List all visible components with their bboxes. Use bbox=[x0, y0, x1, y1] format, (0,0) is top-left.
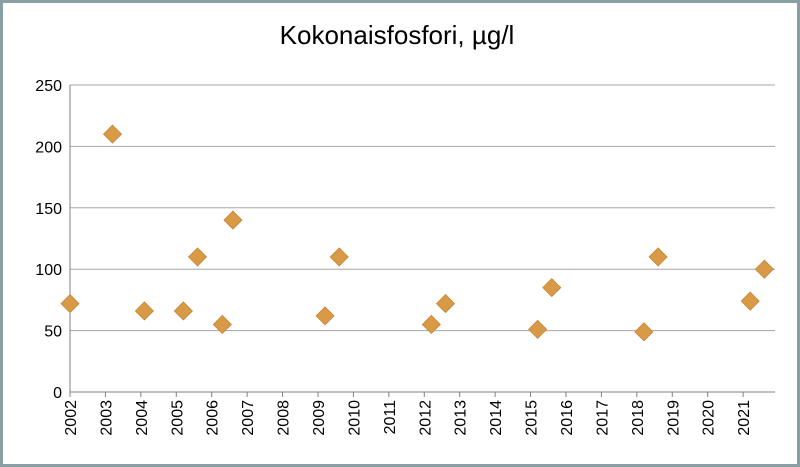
x-tick-label: 2014 bbox=[488, 400, 505, 436]
y-tick-label: 250 bbox=[35, 78, 62, 95]
x-tick-label: 2010 bbox=[346, 400, 363, 436]
data-point bbox=[134, 301, 154, 321]
data-point bbox=[542, 278, 562, 298]
axes bbox=[69, 85, 775, 397]
gridlines bbox=[70, 84, 775, 332]
x-tick-label: 2012 bbox=[417, 400, 434, 436]
y-tick-label: 50 bbox=[44, 324, 62, 341]
x-tick-label: 2002 bbox=[63, 400, 80, 436]
data-point bbox=[173, 301, 193, 321]
data-point bbox=[528, 319, 548, 339]
x-tick-label: 2007 bbox=[240, 400, 257, 436]
data-point bbox=[329, 247, 349, 267]
x-tick-label: 2018 bbox=[630, 400, 647, 436]
data-points bbox=[60, 124, 774, 342]
x-tick-label: 2009 bbox=[311, 400, 328, 436]
data-point bbox=[60, 294, 80, 314]
x-tick-label: 2016 bbox=[559, 400, 576, 436]
x-tick-label: 2006 bbox=[205, 400, 222, 436]
x-tick-label: 2017 bbox=[594, 400, 611, 436]
y-tick-label: 0 bbox=[53, 385, 62, 402]
data-point bbox=[212, 314, 232, 335]
y-tick-label: 200 bbox=[35, 139, 62, 156]
x-tick-labels: 2002 2003 2004 2005 2006 2007 2008 2009 2010 2011… bbox=[63, 400, 753, 436]
data-point bbox=[102, 124, 123, 144]
x-tick-label: 2004 bbox=[134, 400, 151, 436]
data-point bbox=[421, 314, 441, 335]
y-tick-label: 150 bbox=[35, 201, 62, 218]
data-point bbox=[634, 322, 654, 342]
data-point bbox=[754, 259, 774, 279]
y-tick-labels: 0 50 100 150 200 250 bbox=[35, 78, 62, 402]
x-tick-label: 2005 bbox=[169, 400, 186, 436]
data-point bbox=[187, 247, 208, 267]
x-tick-label: 2019 bbox=[665, 400, 682, 436]
x-tick-label: 2003 bbox=[98, 400, 115, 436]
x-tick-label: 2008 bbox=[276, 400, 293, 436]
data-point bbox=[435, 294, 456, 314]
x-tick-label: 2021 bbox=[736, 400, 753, 436]
x-tick-label: 2015 bbox=[524, 400, 541, 436]
data-point bbox=[223, 210, 243, 230]
y-tick-label: 100 bbox=[35, 262, 62, 279]
chart-title: Kokonaisfosfori, µg/l bbox=[279, 20, 515, 50]
x-tick-label: 2011 bbox=[382, 400, 399, 435]
x-tick-label: 2020 bbox=[701, 400, 718, 436]
x-tick-label: 2013 bbox=[453, 400, 470, 436]
data-point bbox=[315, 306, 335, 326]
data-point bbox=[648, 247, 668, 267]
data-point bbox=[740, 291, 760, 311]
